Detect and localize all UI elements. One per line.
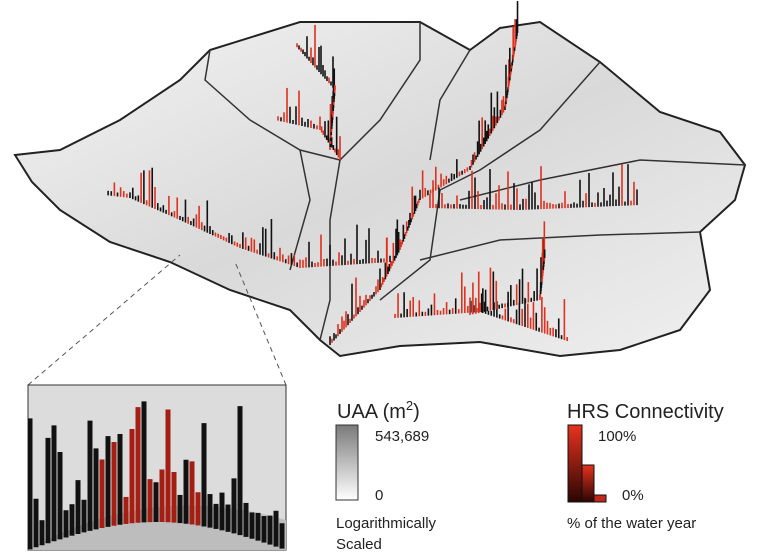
- watershed-outline: [15, 22, 745, 356]
- inset: [28, 255, 286, 550]
- legend-title: HRS Connectivity: [567, 401, 724, 423]
- legend-swatch: [568, 425, 582, 502]
- legend-note: Logarithmically: [336, 515, 437, 532]
- legend-note: Scaled: [336, 536, 382, 552]
- hrs-legend: HRS Connectivity 100% 0% % of the water …: [567, 401, 724, 532]
- legend-max: 100%: [598, 428, 636, 445]
- legend-title: UAA (m2): [337, 398, 420, 423]
- legend-min: 0: [375, 487, 383, 504]
- legend-swatch: [594, 495, 606, 502]
- zoom-line: [28, 255, 180, 385]
- legend-swatch: [582, 465, 594, 502]
- legend-note: % of the water year: [567, 515, 696, 532]
- figure: UAA (m2) 543,689 0 Logarithmically Scale…: [0, 0, 762, 552]
- legend-max: 543,689: [375, 428, 429, 445]
- uaa-legend: UAA (m2) 543,689 0 Logarithmically Scale…: [336, 398, 437, 552]
- legend-min: 0%: [622, 487, 644, 504]
- uaa-gradient: [336, 425, 358, 500]
